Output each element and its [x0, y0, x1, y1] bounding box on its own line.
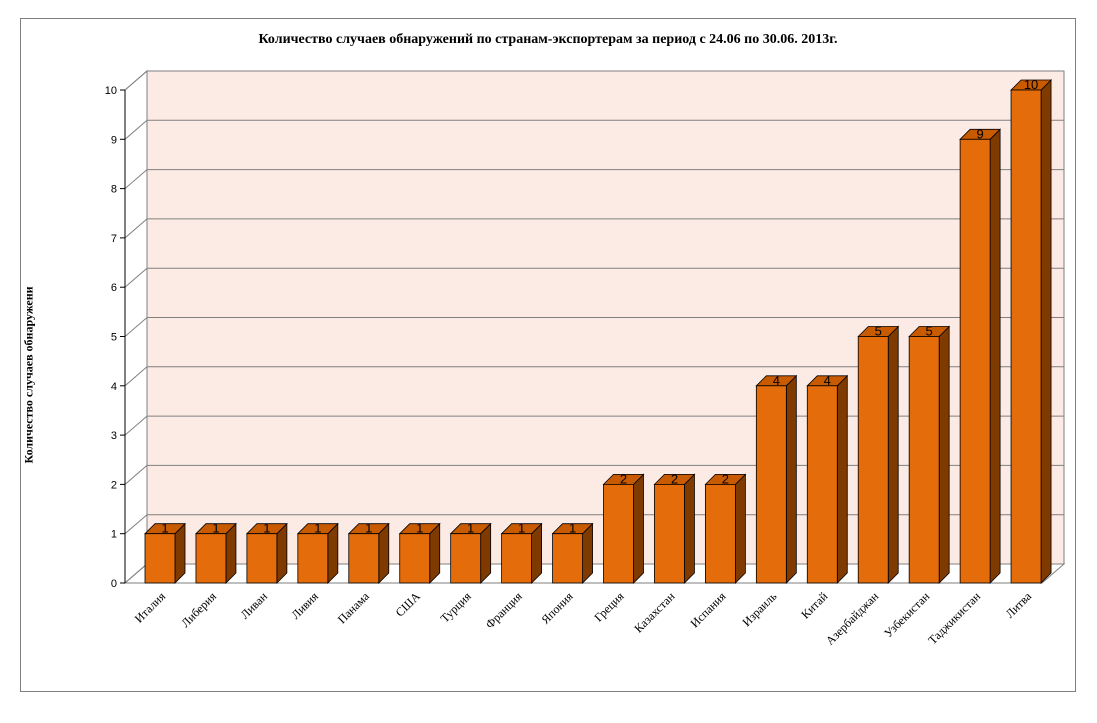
data-label: 1	[263, 521, 270, 536]
x-tick-label: Турция	[438, 589, 474, 625]
y-tick-label: 9	[111, 134, 117, 146]
data-label: 5	[875, 324, 882, 339]
y-tick-label: 4	[111, 381, 117, 393]
bar	[857, 336, 889, 584]
bar-side	[734, 473, 746, 584]
data-label: 1	[467, 521, 474, 536]
gridline-depth	[124, 169, 148, 189]
y-tick-label: 10	[105, 85, 117, 97]
gridline-depth	[124, 366, 148, 387]
gridline-depth	[124, 514, 148, 535]
bar	[297, 533, 329, 584]
bar	[399, 533, 431, 584]
bar-side	[684, 473, 695, 584]
y-tick-label: 8	[111, 184, 117, 196]
x-tick-label: США	[393, 589, 423, 619]
bar-side	[938, 325, 950, 584]
x-tick-label: Узбекистан	[881, 589, 932, 640]
data-label: 1	[518, 521, 525, 536]
x-tick-label: Ливия	[288, 589, 321, 622]
data-label: 9	[976, 126, 983, 141]
y-tick-label: 3	[111, 430, 117, 442]
x-tick-label: Таджикистан	[925, 589, 983, 647]
y-tick-label: 7	[111, 233, 117, 245]
bar	[1010, 89, 1042, 584]
bar	[144, 533, 176, 584]
data-label: 2	[722, 471, 729, 486]
bar	[704, 483, 736, 584]
bar	[755, 385, 787, 584]
y-tick-label: 1	[111, 529, 117, 541]
bar	[654, 483, 685, 584]
gridline-depth	[124, 218, 148, 239]
data-label: 1	[212, 521, 219, 536]
x-tick-label: Испания	[687, 589, 728, 630]
data-label: 4	[824, 373, 831, 388]
chart-title: Количество случаев обнаружений по страна…	[258, 32, 838, 47]
y-tick-label: 2	[111, 479, 117, 491]
chart-frame	[20, 18, 1076, 692]
bar	[246, 533, 278, 584]
x-tick-label: Ливан	[238, 589, 271, 622]
data-label: 1	[161, 521, 168, 536]
bar-side	[887, 325, 899, 584]
x-tick-label: Италия	[132, 589, 169, 626]
bar-side	[785, 374, 797, 584]
bar	[348, 533, 380, 584]
bar-side	[836, 374, 848, 584]
gridline-depth	[124, 70, 148, 91]
bar-side	[1040, 79, 1052, 584]
bar	[552, 533, 583, 584]
x-tick-label: Греция	[591, 589, 627, 625]
data-label: 1	[416, 521, 423, 536]
x-tick-label: Литва	[1003, 589, 1035, 621]
data-label: 10	[1024, 77, 1038, 92]
gridline-depth	[124, 119, 148, 140]
gridline-depth	[124, 563, 148, 584]
data-label: 1	[365, 521, 372, 536]
bar	[450, 533, 482, 584]
x-tick-label: Панама	[335, 589, 373, 627]
gridline-depth	[124, 465, 148, 485]
data-label: 1	[314, 521, 321, 536]
data-label: 5	[926, 324, 933, 339]
data-label: 2	[671, 471, 678, 486]
gridline-depth	[124, 415, 148, 436]
y-tick-label: 5	[111, 332, 117, 344]
x-tick-label: Казахстан	[631, 589, 678, 636]
x-tick-label: Китай	[798, 589, 831, 622]
data-label: 1	[569, 521, 576, 536]
bar-side	[989, 128, 1001, 584]
bar	[908, 336, 940, 584]
y-tick-label: 0	[111, 578, 117, 590]
x-tick-label: Япония	[538, 589, 576, 627]
bar	[603, 483, 634, 584]
bar	[501, 533, 533, 584]
bar-side	[633, 473, 644, 584]
x-tick-label: Либерия	[178, 589, 219, 630]
y-tick-label: 6	[111, 282, 117, 294]
x-tick-label: Израиль	[739, 589, 779, 629]
x-tick-label: Азербайджан	[823, 589, 882, 648]
data-label: 4	[773, 373, 780, 388]
bar	[959, 138, 991, 584]
bar	[195, 533, 227, 584]
gridline-depth	[124, 317, 148, 337]
x-tick-label: Франция	[483, 589, 525, 631]
bar	[806, 385, 838, 584]
data-label: 2	[620, 471, 627, 486]
gridline-depth	[124, 267, 148, 288]
